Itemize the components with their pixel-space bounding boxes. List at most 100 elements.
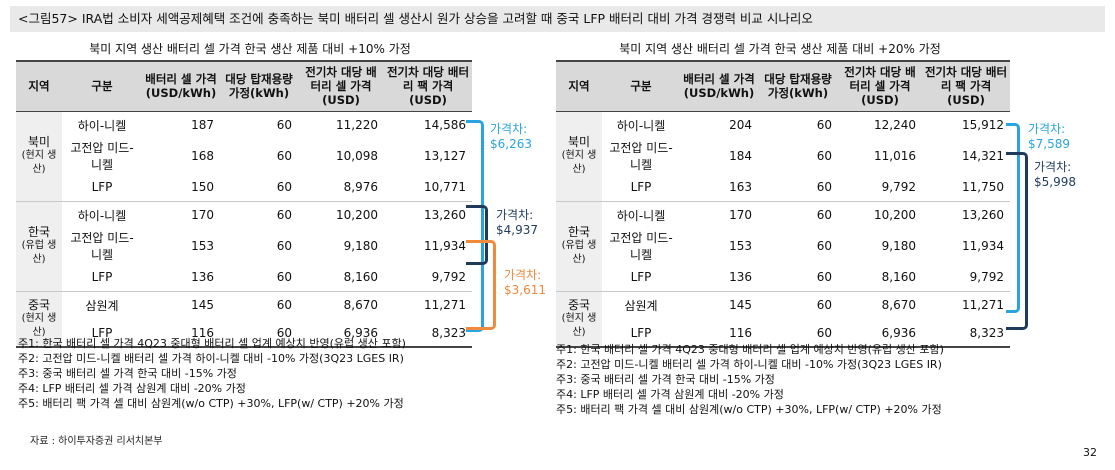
header-capacity: 대당 탑재용량 가정(kWh) [758,60,838,112]
value-cell: 6,936 [298,319,384,348]
value-cell: 60 [220,319,298,348]
value-cell: 9,792 [384,263,472,292]
value-cell: 153 [729,239,752,253]
category-cell: 삼원계 [85,298,119,313]
note: 주1: 한국 배터리 셀 가격 4Q23 중대형 배터리 셀 업계 예상치 반영… [556,343,944,356]
category-cell: LFP [602,319,680,348]
value-cell: 9,180 [343,239,378,253]
header-ev-cell-price: 전기차 대당 배터리 셀 가격 (USD) [838,60,922,112]
value-cell: 9,792 [922,263,1010,292]
value-cell: 11,271 [424,298,466,313]
region-cell: 한국 (유럽 생산) [556,201,602,292]
left-table: 지역 구분 배터리 셀 가격 (USD/kWh) 대당 탑재용량 가정(kWh)… [16,60,472,348]
value-cell: 13,260 [424,208,466,223]
category-cell: 하이-니켈 [616,208,666,223]
value-cell: 163 [680,173,758,202]
value-cell: 170 [729,208,752,223]
value-cell: 150 [142,173,220,202]
gap-value: $4,937 [496,223,538,237]
right-notes: 주1: 한국 배터리 셀 가격 4Q23 중대형 배터리 셀 업계 예상치 반영… [556,342,944,417]
value-cell: 60 [220,173,298,202]
value-cell: 8,160 [838,263,922,292]
value-cell: 8,670 [343,298,378,313]
header-cell-price: 배터리 셀 가격 (USD/kWh) [680,60,758,112]
gap-label-blue: 가격차: $6,263 [490,122,532,152]
header-ev-cell-price: 전기차 대당 배터리 셀 가격 (USD) [298,60,384,112]
region-name: 중국 [567,297,591,312]
category-cell: 하이-니켈 [77,118,127,133]
gap-bracket-orange [466,240,496,330]
value-cell: 8,160 [298,263,384,292]
gap-value: $7,589 [1028,137,1070,151]
value-cell: 60 [816,239,832,253]
gap-label-text: 가격차: [490,122,528,136]
region-cell: 북미 (현지 생산) [16,111,62,202]
value-cell: 10,200 [336,208,378,223]
value-cell: 204 [729,118,752,133]
value-cell: 187 [191,118,214,133]
gap-bracket-blue [1006,123,1020,313]
value-cell: 60 [816,208,832,223]
value-cell: 60 [220,263,298,292]
right-subtitle: 북미 지역 생산 배터리 셀 가격 한국 생산 제품 대비 +20% 가정 [619,42,941,56]
category-cell: 삼원계 [624,298,658,313]
region-name: 한국 [567,225,591,239]
region-sub: (현지 생산) [561,312,597,338]
category-cell: 고전압 미드-니켈 [609,141,673,172]
gap-label-blue: 가격차: $7,589 [1028,122,1070,152]
value-cell: 60 [276,298,292,313]
header-capacity: 대당 탑재용량 가정(kWh) [220,60,298,112]
figure-title: <그림57> IRA법 소비자 세액공제혜택 조건에 충족하는 북미 배터리 셀… [10,6,1105,32]
source-note: 자료 : 하이투자증권 리서치본부 [30,436,163,447]
note: 주2: 고전압 미드-니켈 배터리 셀 가격 하이-니켈 대비 -10% 가정(… [18,352,404,365]
value-cell: 170 [191,208,214,223]
header-category: 구분 [602,60,680,112]
gap-label-text: 가격차: [1028,122,1066,136]
header-cell-price: 배터리 셀 가격 (USD/kWh) [142,60,220,112]
category-cell: 고전압 미드-니켈 [70,231,134,262]
category-cell: LFP [62,263,142,292]
gap-label-text: 가격차: [504,268,542,282]
value-cell: 14,586 [424,118,466,133]
header-region: 지역 [556,60,602,112]
value-cell: 60 [276,149,292,163]
region-cell: 한국 (유럽 생산) [16,201,62,292]
value-cell: 8,976 [298,173,384,202]
value-cell: 60 [816,149,832,163]
value-cell: 11,271 [962,298,1004,313]
value-cell: 11,220 [336,118,378,133]
value-cell: 145 [729,298,752,313]
note: 주5: 배터리 팩 가격 셀 대비 삼원계(w/o CTP) +30%, LFP… [18,397,404,410]
gap-value: $3,611 [504,283,546,297]
region-sub: (유럽 생산) [21,240,57,265]
value-cell: 116 [142,319,220,348]
value-cell: 168 [191,149,214,163]
gap-value: $5,998 [1034,175,1076,189]
value-cell: 10,771 [384,173,472,202]
note: 주4: LFP 배터리 셀 가격 삼원계 대비 -20% 가정 [18,382,246,395]
value-cell: 136 [680,263,758,292]
value-cell: 184 [729,149,752,163]
note: 주1: 한국 배터리 셀 가격 4Q23 중대형 배터리 셀 업계 예상치 반영… [18,337,406,350]
value-cell: 60 [276,208,292,223]
value-cell: 8,323 [922,319,1010,348]
value-cell: 13,127 [424,149,466,163]
gap-bracket-navy [466,205,488,265]
gap-bracket-navy [1006,152,1028,330]
category-cell: LFP [62,319,142,348]
gap-label-text: 가격차: [1034,160,1072,174]
category-cell: LFP [602,173,680,202]
value-cell: 11,934 [424,239,466,253]
page-number: 32 [1083,446,1097,459]
value-cell: 6,936 [838,319,922,348]
value-cell: 60 [276,118,292,133]
value-cell: 136 [142,263,220,292]
category-cell: LFP [602,263,680,292]
note: 주2: 고전압 미드-니켈 배터리 셀 가격 하이-니켈 대비 -10% 가정(… [556,358,942,371]
region-name: 북미 [27,135,51,149]
value-cell: 60 [816,298,832,313]
value-cell: 11,750 [922,173,1010,202]
value-cell: 8,323 [384,319,472,348]
region-cell: 중국 (현지 생산) [16,291,62,348]
region-name: 한국 [27,225,51,239]
